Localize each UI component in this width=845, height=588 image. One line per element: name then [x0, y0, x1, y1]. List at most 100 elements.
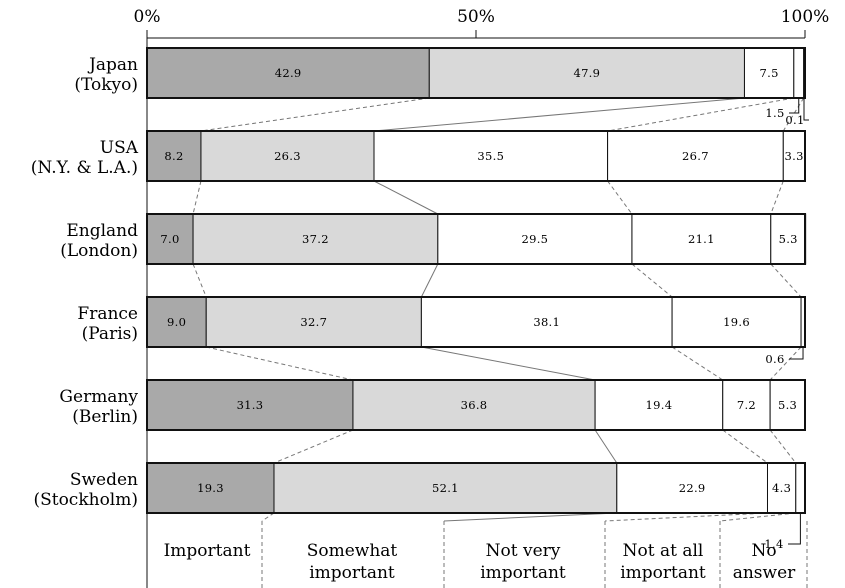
- bar-value-label: 7.0: [160, 232, 179, 246]
- legend-label: Important: [164, 541, 251, 561]
- legend-label-line: important: [480, 563, 566, 583]
- category-label-line: France: [77, 304, 138, 324]
- category-label-line: (Tokyo): [74, 75, 138, 95]
- legend-label-line: Not very: [486, 541, 561, 561]
- connector-line: [373, 180, 439, 215]
- bar-value-label: 19.6: [723, 315, 750, 329]
- connector-line: [192, 263, 207, 298]
- bar-value-label: 5.3: [779, 232, 798, 246]
- bar-value-label: 42.9: [275, 66, 302, 80]
- bar-row: 9.0 32.7 38.1 19.6: [146, 296, 806, 348]
- category-label-line: (N.Y. & L.A.): [31, 158, 138, 178]
- bar-segment: [607, 130, 784, 182]
- legend-label-line: Somewhat: [307, 541, 398, 561]
- legend-label-line: answer: [733, 563, 796, 583]
- callout-leader: [788, 513, 801, 545]
- callout-label: 0.6: [765, 352, 784, 366]
- x-axis: 0% 50% 100%: [134, 7, 830, 588]
- bar-segment: [671, 296, 802, 348]
- bar-segment: [594, 379, 724, 431]
- legend-label: Somewhat important: [307, 541, 398, 583]
- bar-value-label: 31.3: [237, 398, 264, 412]
- bar-segment: [205, 296, 422, 348]
- connector-line: [722, 429, 768, 464]
- bar-row: 7.0 37.2 29.5 21.1 5.3: [146, 213, 807, 265]
- category-label-line: (London): [60, 241, 138, 261]
- bar-segment: [722, 379, 771, 431]
- bar-value-label: 9.0: [167, 315, 186, 329]
- category-label: Germany (Berlin): [59, 387, 138, 427]
- connector-line: [373, 97, 745, 132]
- callout-leader: [789, 347, 804, 360]
- connector-line: [421, 346, 596, 381]
- bar-segment: [146, 462, 275, 514]
- category-label-line: (Stockholm): [33, 490, 138, 510]
- x-tick-label: 50%: [457, 7, 495, 27]
- bar-value-label: 36.8: [461, 398, 488, 412]
- legend-label: Not very important: [480, 541, 566, 583]
- connector-line: [671, 346, 724, 381]
- bar-row: 19.3 52.1 22.9 4.3: [146, 462, 806, 514]
- bar-rows: 42.9 47.9 7.5 8.2 26.3 35.5 26.7 3.3 7.0 37.2 29.5…: [146, 47, 809, 551]
- callout-leader: [803, 98, 809, 121]
- bar-value-label: 7.2: [737, 398, 756, 412]
- legend-label: Not at all important: [620, 541, 706, 583]
- bar-value-label: 22.9: [679, 481, 706, 495]
- connector-line: [631, 263, 673, 298]
- bar-value-label: 26.7: [682, 149, 709, 163]
- category-label-line: (Berlin): [72, 407, 138, 427]
- connector-line: [607, 180, 633, 215]
- x-tick-label: 0%: [134, 7, 161, 27]
- callout-leader: [789, 98, 800, 114]
- bar-segment: [616, 462, 768, 514]
- bar-segment: [437, 213, 633, 265]
- category-label: USA (N.Y. & L.A.): [31, 138, 139, 178]
- connector-line: [770, 263, 802, 298]
- connector-line: [443, 512, 617, 522]
- bar-segment: [146, 379, 354, 431]
- bar-segment: [192, 213, 439, 265]
- category-label-line: England: [66, 221, 138, 241]
- connector-line: [420, 263, 439, 298]
- connector-line: [769, 346, 802, 381]
- bar-value-label: 4.3: [772, 481, 791, 495]
- connector-line: [192, 180, 202, 215]
- connector-line: [770, 180, 784, 215]
- bar-value-label: 19.3: [197, 481, 224, 495]
- bar-value-label: 8.2: [164, 149, 183, 163]
- bar-segment: [770, 213, 807, 265]
- callout-label: 1.5: [765, 106, 784, 120]
- bar-value-label: 29.5: [521, 232, 548, 246]
- bar-value-label: 21.1: [688, 232, 715, 246]
- category-label-line: Japan: [87, 55, 138, 75]
- bar-segment: [352, 379, 596, 431]
- category-label-line: Germany: [59, 387, 138, 407]
- category-label-line: (Paris): [82, 324, 138, 344]
- bar-value-label: 19.4: [646, 398, 673, 412]
- bar-segment: [146, 296, 207, 348]
- legend-label-line: No: [751, 541, 776, 561]
- legend-label-line: important: [620, 563, 706, 583]
- bar-value-label: 37.2: [302, 232, 329, 246]
- bar-segment: [795, 462, 806, 514]
- connector-line: [206, 346, 354, 381]
- category-label: Sweden (Stockholm): [33, 470, 138, 510]
- category-label: Japan (Tokyo): [74, 55, 138, 95]
- bar-value-label: 35.5: [477, 149, 504, 163]
- bar-value-label: 38.1: [533, 315, 560, 329]
- connector-line: [273, 429, 354, 464]
- x-tick-label: 100%: [781, 7, 830, 27]
- connector-line: [719, 512, 796, 522]
- legend-label-line: important: [309, 563, 395, 583]
- legend-label: No answer: [733, 541, 796, 583]
- bar-row: 42.9 47.9 7.5: [146, 47, 806, 99]
- bar-value-label: 7.5: [760, 66, 779, 80]
- category-label-line: Sweden: [70, 470, 138, 490]
- legend-label-line: Not at all: [623, 541, 704, 561]
- bar-row: 31.3 36.8 19.4 7.2 5.3: [146, 379, 806, 431]
- bar-value-label: 5.3: [778, 398, 797, 412]
- bar-value-label: 47.9: [573, 66, 600, 80]
- bar-value-label: 3.3: [785, 149, 804, 163]
